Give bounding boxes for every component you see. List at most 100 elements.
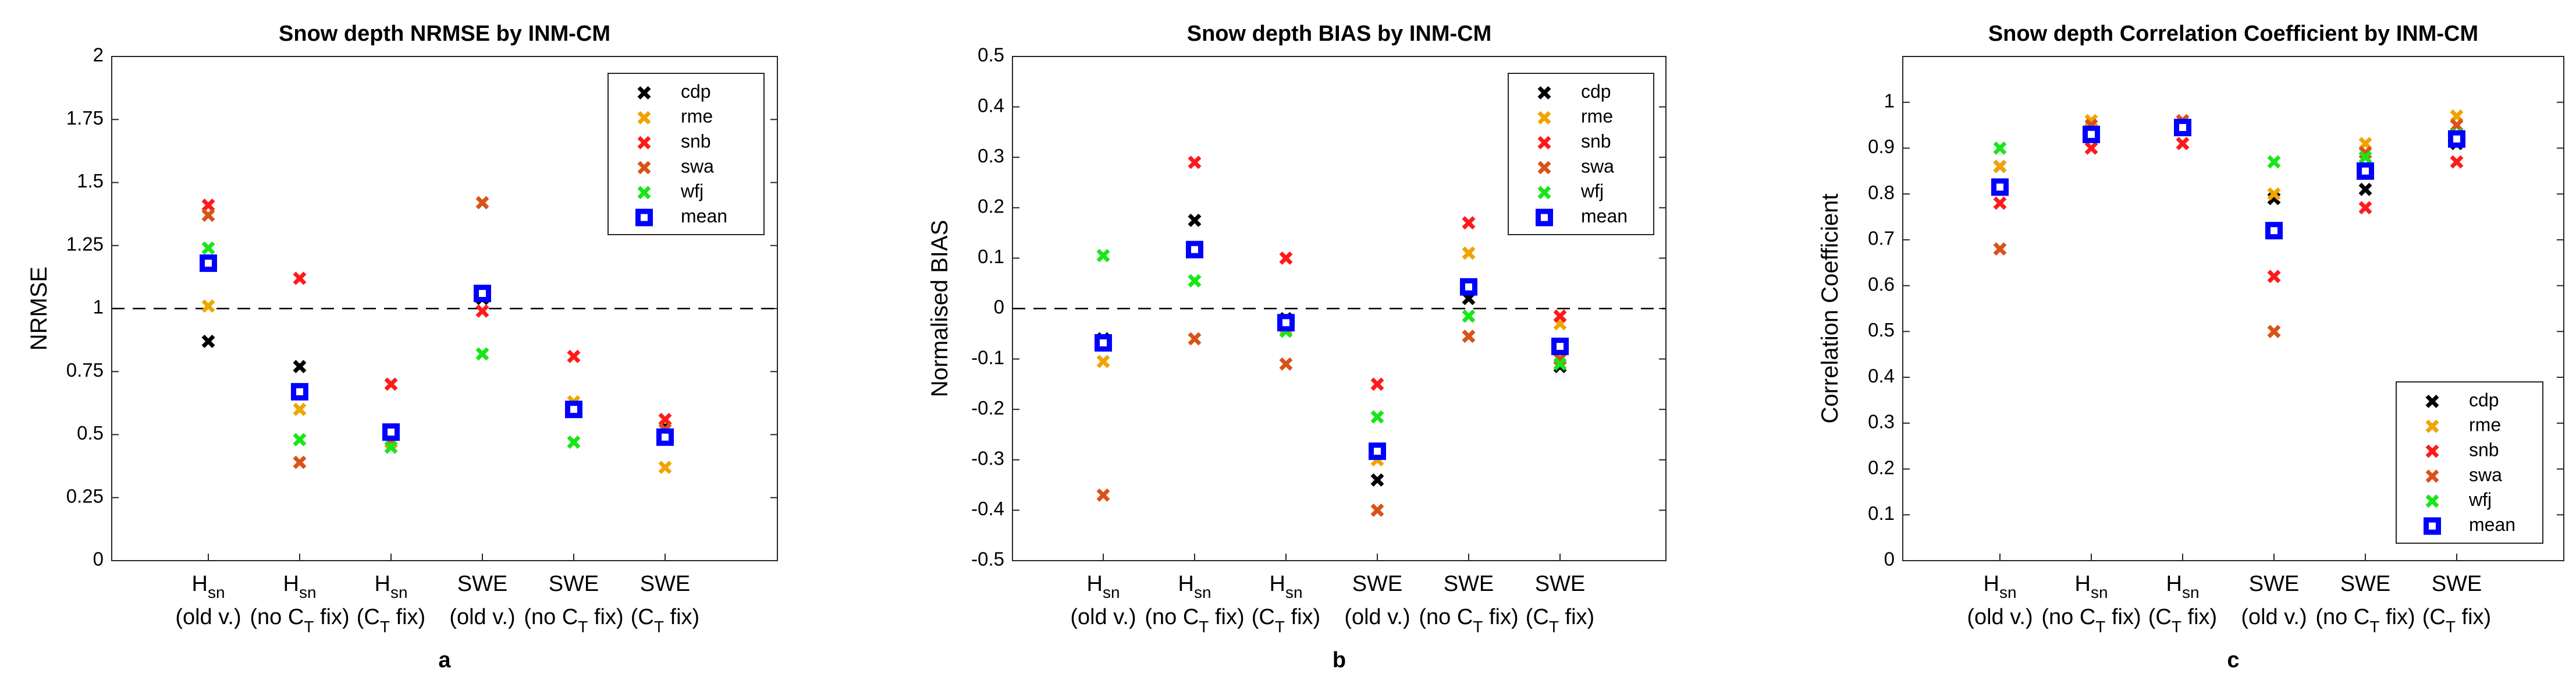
series-wfj [1096, 249, 1567, 424]
y-tick-label: 1.75 [66, 107, 104, 129]
x-category-variable: H [1178, 572, 1193, 596]
data-point-snb [2358, 201, 2372, 215]
legend-label-snb: snb [1581, 131, 1611, 152]
data-point-cdp [1188, 213, 1202, 227]
x-category-qualifier-subscript: T [2446, 618, 2456, 636]
data-point-mean [291, 382, 308, 401]
data-point-mean [200, 254, 217, 272]
y-tick-label: -0.2 [971, 397, 1004, 419]
y-tick-label: 0.6 [1868, 273, 1895, 295]
x-category-variable: H [2166, 572, 2181, 596]
x-category-qualifier: (CT fix) [1252, 605, 1320, 636]
x-category-main: SWE [2340, 572, 2391, 596]
x-category-qualifier-text: (C [2422, 605, 2446, 629]
y-tick-label: 0.75 [66, 359, 104, 381]
x-category-qualifier-subscript: T [2172, 618, 2181, 636]
x-category-qualifier-subscript: T [654, 618, 664, 636]
legend-marker-cdp [2425, 394, 2439, 408]
legend-label-cdp: cdp [2469, 389, 2499, 410]
legend-marker-swa [1537, 161, 1551, 175]
y-tick-label: -0.5 [971, 548, 1004, 570]
x-category-main: SWE [1535, 572, 1586, 596]
data-point-mean-inner [2088, 130, 2095, 138]
x-category-main: Hsn [2074, 572, 2108, 601]
data-point-mean-inner [2179, 124, 2186, 132]
series-rme [1096, 241, 1567, 467]
data-point-snb [2176, 137, 2190, 151]
data-point-mean-inner [1100, 339, 1107, 346]
x-category-qualifier-text: (no C [2041, 605, 2095, 629]
x-category-qualifier: (old v.) [1070, 605, 1136, 629]
data-point-rme [1096, 355, 1110, 369]
x-category-label: SWE (no CT fix) [524, 572, 623, 636]
legend-label-rme: rme [1581, 106, 1613, 127]
data-point-rme [2267, 187, 2281, 201]
series-snb [1096, 155, 1567, 391]
data-point-rme [658, 461, 672, 474]
x-category-qualifier-subscript: T [1199, 618, 1209, 636]
x-category-qualifier-text: (no C [2315, 605, 2369, 629]
x-category-label: SWE (CT fix) [2422, 572, 2491, 636]
data-point-wfj [1370, 410, 1384, 424]
legend-marker-rme [1537, 111, 1551, 125]
data-point-mean [382, 423, 400, 441]
x-category-label: SWE (CT fix) [631, 572, 699, 636]
series-swa [201, 196, 672, 469]
data-point-wfj [384, 440, 398, 454]
data-point-wfj [293, 433, 307, 447]
x-category-subscript: sn [2091, 583, 2108, 601]
legend-label-mean: mean [2469, 514, 2515, 535]
y-tick-label: 0.3 [1868, 411, 1895, 433]
axes-box [1902, 56, 2564, 561]
legend-label-wfj: wfj [1580, 180, 1604, 201]
x-category-qualifier: (old v.) [1344, 605, 1410, 629]
x-category-main: SWE [2432, 572, 2482, 596]
x-category-qualifier-text: (C [1252, 605, 1275, 629]
x-category-label: Hsn (CT fix) [1252, 572, 1320, 636]
x-category-qualifier-text: (no C [1419, 605, 1473, 629]
x-category-qualifier: (no CT fix) [250, 605, 349, 636]
x-category-variable: SWE [1352, 572, 1403, 596]
data-point-mean [565, 401, 582, 419]
series-snb [1993, 137, 2464, 284]
legend-marker-wfj [2425, 494, 2439, 508]
x-category-variable: H [283, 572, 299, 596]
x-category-qualifier: (no CT fix) [2041, 605, 2141, 636]
x-category-label: Hsn (no CT fix) [1145, 572, 1244, 636]
data-point-mean-inner [1996, 183, 2003, 191]
x-category-qualifier-subscript: T [2095, 618, 2105, 636]
x-category-variable: H [1086, 572, 1102, 596]
x-category-label: Hsn (no CT fix) [250, 572, 349, 636]
data-point-mean-inner [1374, 448, 1381, 455]
panel-label: c [2227, 648, 2239, 672]
series-rme [201, 289, 672, 474]
data-point-snb [293, 271, 307, 285]
x-category-qualifier-text: (old v.) [449, 605, 515, 629]
data-point-mean-inner [2362, 167, 2369, 175]
data-point-rme [1993, 160, 2007, 173]
x-category-main: Hsn [1178, 572, 1211, 601]
x-category-qualifier-subscript: T [1549, 618, 1559, 636]
x-category-label: Hsn (CT fix) [2148, 572, 2217, 636]
x-category-subscript: sn [208, 583, 225, 601]
x-category-qualifier: (CT fix) [2422, 605, 2491, 636]
x-category-variable: H [1983, 572, 1999, 596]
data-point-swa [2267, 324, 2281, 338]
x-category-qualifier: (old v.) [2241, 605, 2307, 629]
x-category-qualifier: (CT fix) [357, 605, 425, 636]
data-point-swa [1462, 330, 1476, 343]
x-category-label: SWE (no CT fix) [1419, 572, 1518, 636]
panel-b: -0.5 -0.4 -0.3 -0.2 -0.1 0 0.1 0.2 0.3 0.4 0.5 Snow… [927, 22, 1667, 672]
data-point-snb [2450, 155, 2464, 169]
x-category-main: Hsn [1269, 572, 1302, 601]
x-category-qualifier-text: (C [357, 605, 380, 629]
x-category-qualifier: (old v.) [449, 605, 515, 629]
legend-marker-rme [2425, 419, 2439, 433]
x-category-main: SWE [640, 572, 691, 596]
y-tick-label: -0.1 [971, 346, 1004, 368]
data-point-mean-inner [2453, 135, 2460, 143]
data-point-mean [2357, 162, 2374, 180]
data-point-snb [658, 413, 672, 426]
x-category-main: Hsn [2166, 572, 2199, 601]
data-point-wfj [475, 347, 489, 361]
